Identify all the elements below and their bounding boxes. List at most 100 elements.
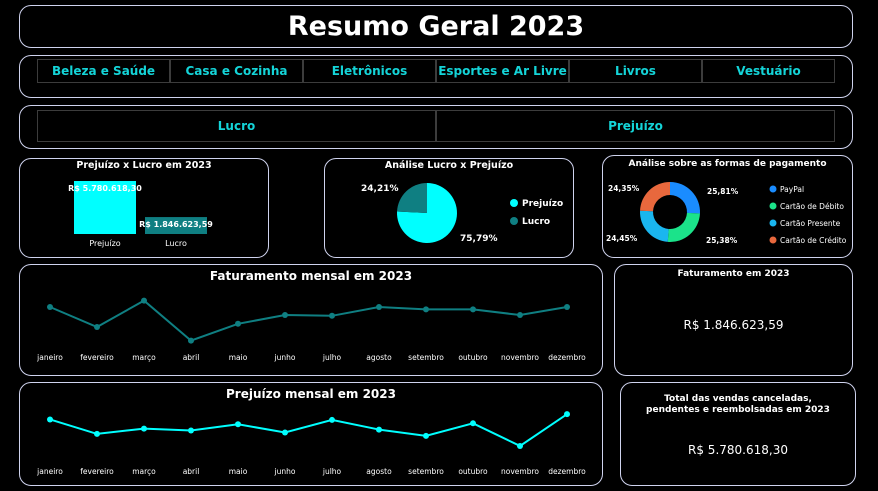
category-option-esportes-ar-livre[interactable]: Esportes e Ar Livre <box>436 59 569 83</box>
donut-slice-cartao-presente[interactable] <box>640 210 669 242</box>
title-bar: Resumo Geral 2023 <box>19 5 853 48</box>
donut-slice-cartao-debito[interactable] <box>667 212 700 242</box>
revenue-point-agosto[interactable] <box>376 304 382 310</box>
legend-label-prejuizo: Prejuízo <box>522 199 563 209</box>
loss-x-tick-label: janeiro <box>36 467 63 476</box>
legend-label-cartao-debito: Cartão de Débito <box>780 202 844 211</box>
bar-value-label-prejuizo: R$ 5.780.618,30 <box>68 184 142 193</box>
revenue-series-line <box>49 299 568 342</box>
loss-point-novembro[interactable] <box>517 442 523 449</box>
revenue-x-tick-label: novembro <box>501 353 539 362</box>
legend-marker-cartao-presente <box>769 219 777 227</box>
revenue-point-maio[interactable] <box>235 320 241 327</box>
revenue-x-tick-label: janeiro <box>36 353 63 362</box>
loss-point-fevereiro[interactable] <box>94 430 100 437</box>
legend-label-cartao-credito: Cartão de Crédito <box>780 236 847 245</box>
loss-x-tick-label: novembro <box>501 467 539 476</box>
revenue-x-tick-label: setembro <box>408 353 444 362</box>
loss-x-tick-label: outubro <box>458 467 488 476</box>
donut-chart-card: Análise sobre as formas de pagamento 25,… <box>602 155 853 258</box>
loss-x-tick-label: setembro <box>408 467 444 476</box>
revenue-point-julho[interactable] <box>329 312 335 319</box>
revenue-point-dezembro[interactable] <box>564 304 570 310</box>
result-filter-panel: Lucro Prejuízo <box>19 105 853 149</box>
donut-slice-paypal[interactable] <box>670 182 700 214</box>
category-slicer: Beleza e Saúde Casa e Cozinha Eletrônico… <box>37 59 835 83</box>
revenue-kpi-title: Faturamento em 2023 <box>677 269 790 279</box>
loss-point-agosto[interactable] <box>376 426 382 433</box>
revenue-x-tick-label: maio <box>229 353 248 362</box>
loss-point-maio[interactable] <box>235 421 241 428</box>
loss-x-tick-label: agosto <box>366 467 392 476</box>
loss-line-chart-card: Prejuízo mensal em 2023 janeiro fevereiro… <box>19 382 603 486</box>
revenue-line-chart: janeiro fevereiro março abril maio junho julho… <box>36 297 586 362</box>
donut-value-label-cartao-debito: 25,38% <box>706 236 738 245</box>
loss-point-outubro[interactable] <box>470 420 476 427</box>
canceled-sales-kpi-card: Total das vendas canceladas, pendentes e… <box>620 382 856 486</box>
bar-category-label-lucro: Lucro <box>165 239 187 248</box>
category-option-eletronicos[interactable]: Eletrônicos <box>303 59 436 83</box>
category-option-vestuario[interactable]: Vestuário <box>702 59 835 83</box>
revenue-point-janeiro[interactable] <box>47 304 53 310</box>
revenue-x-tick-label: abril <box>183 353 200 362</box>
donut-chart-title: Análise sobre as formas de pagamento <box>628 159 827 169</box>
revenue-point-fevereiro[interactable] <box>94 324 100 330</box>
legend-label-cartao-presente: Cartão Presente <box>780 219 841 228</box>
donut-slice-cartao-credito[interactable] <box>640 182 670 212</box>
donut-value-label-cartao-presente: 24,45% <box>606 234 638 243</box>
loss-point-dezembro[interactable] <box>564 411 570 418</box>
legend-marker-lucro <box>510 217 518 225</box>
loss-series-line <box>49 413 568 448</box>
legend-marker-prejuizo <box>510 199 518 207</box>
loss-chart-title: Prejuízo mensal em 2023 <box>226 387 396 401</box>
pie-slice-lucro[interactable] <box>397 183 427 213</box>
legend-label-lucro: Lucro <box>522 217 550 227</box>
legend-marker-paypal <box>769 185 777 193</box>
bar-category-label-prejuizo: Prejuízo <box>89 239 120 248</box>
loss-point-abril[interactable] <box>188 427 194 434</box>
loss-point-julho[interactable] <box>329 416 335 423</box>
result-option-lucro[interactable]: Lucro <box>37 110 436 142</box>
category-option-casa-cozinha[interactable]: Casa e Cozinha <box>170 59 303 83</box>
revenue-line-chart-card: Faturamento mensal em 2023 janeiro fevere… <box>19 264 603 376</box>
loss-x-tick-label: abril <box>183 467 200 476</box>
revenue-x-tick-label: julho <box>322 353 342 362</box>
revenue-point-junho[interactable] <box>282 312 288 318</box>
revenue-x-tick-label: outubro <box>458 353 488 362</box>
loss-x-tick-label: março <box>132 467 156 476</box>
pie-value-label-lucro: 24,21% <box>361 184 399 194</box>
revenue-point-novembro[interactable] <box>517 312 523 318</box>
category-option-beleza-saude[interactable]: Beleza e Saúde <box>37 59 170 83</box>
bar-lucro[interactable] <box>145 217 207 234</box>
loss-point-março[interactable] <box>141 425 147 432</box>
category-option-livros[interactable]: Livros <box>569 59 702 83</box>
loss-x-tick-label: fevereiro <box>80 467 114 476</box>
revenue-x-tick-label: agosto <box>366 353 392 362</box>
revenue-kpi-value: R$ 1.846.623,59 <box>683 318 784 332</box>
bar-value-label-lucro: R$ 1.846.623,59 <box>139 220 213 229</box>
revenue-point-março[interactable] <box>141 297 147 304</box>
pie-value-label-prejuizo: 75,79% <box>460 234 498 244</box>
category-filter-panel: Beleza e Saúde Casa e Cozinha Eletrônico… <box>19 55 853 98</box>
loss-point-junho[interactable] <box>282 429 288 436</box>
bar-prejuizo[interactable] <box>74 181 136 234</box>
loss-x-tick-label: junho <box>274 467 296 476</box>
revenue-point-setembro[interactable] <box>423 306 429 313</box>
revenue-x-tick-label: março <box>132 353 156 362</box>
result-option-prejuizo[interactable]: Prejuízo <box>436 110 835 142</box>
revenue-point-outubro[interactable] <box>470 306 476 313</box>
revenue-x-tick-label: fevereiro <box>80 353 114 362</box>
loss-x-tick-label: julho <box>322 467 342 476</box>
pie-chart-title: Análise Lucro x Prejuízo <box>384 160 514 171</box>
canceled-sales-kpi-value: R$ 5.780.618,30 <box>688 443 788 457</box>
loss-point-janeiro[interactable] <box>47 416 53 423</box>
loss-x-tick-label: dezembro <box>548 467 586 476</box>
bar-chart: R$ 5.780.618,30 R$ 1.846.623,59 Prejuízo… <box>68 181 213 248</box>
loss-point-setembro[interactable] <box>423 432 429 439</box>
donut-value-label-cartao-credito: 24,35% <box>608 184 640 193</box>
revenue-x-tick-label: dezembro <box>548 353 586 362</box>
revenue-x-tick-label: junho <box>274 353 296 362</box>
pie-chart-card: Análise Lucro x Prejuízo 75,79% 24,21% P… <box>324 158 574 258</box>
revenue-point-abril[interactable] <box>188 337 194 344</box>
bar-chart-card: Prejuízo x Lucro em 2023 R$ 5.780.618,30… <box>19 158 269 258</box>
